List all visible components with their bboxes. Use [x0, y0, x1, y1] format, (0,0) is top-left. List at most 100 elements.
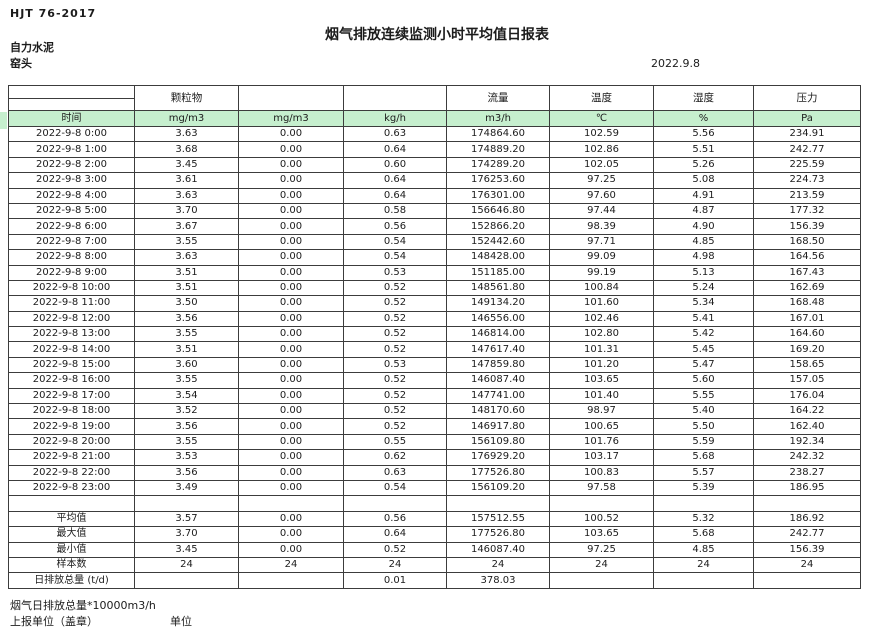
- cell: 3.63: [134, 125, 239, 143]
- cell: 2022-9-8 16:00: [8, 372, 135, 389]
- cell: 100.84: [549, 279, 654, 297]
- summary-row: 最大值 3.70 0.00 0.64 177526.80 103.65 5.68 242.77: [8, 526, 861, 543]
- cell: [134, 495, 239, 512]
- cell: 5.42: [653, 326, 754, 343]
- cell: 0.53: [343, 356, 447, 374]
- cell: 102.59: [549, 125, 654, 143]
- cell: 0.00: [238, 418, 344, 435]
- cell: 24: [446, 556, 550, 574]
- cell: 99.09: [549, 249, 654, 266]
- cell: 103.65: [549, 526, 654, 543]
- cell: 最大值: [8, 526, 135, 543]
- cell: 0.00: [238, 372, 344, 389]
- cell: [238, 572, 344, 589]
- cell: 0.54: [343, 479, 447, 497]
- cell: 5.41: [653, 310, 754, 328]
- cell: 156109.20: [446, 479, 550, 497]
- cell: 101.40: [549, 387, 654, 405]
- cell: 2022-9-8 12:00: [8, 310, 135, 328]
- cell: 176929.20: [446, 449, 550, 466]
- unit-m3h: m3/h: [446, 110, 550, 127]
- cell: 0.52: [343, 418, 447, 435]
- cell: 24: [134, 556, 239, 574]
- cell: 0.00: [238, 479, 344, 497]
- cell: 5.26: [653, 156, 754, 174]
- cell: 186.95: [753, 479, 861, 497]
- cell: 0.52: [343, 310, 447, 328]
- cell: 0.00: [238, 172, 344, 189]
- cell: 2022-9-8 9:00: [8, 264, 135, 281]
- cell: 5.57: [653, 464, 754, 481]
- cell: 97.60: [549, 187, 654, 204]
- cell: 242.77: [753, 526, 861, 543]
- cell: 176.04: [753, 387, 861, 405]
- cell: 0.53: [343, 264, 447, 281]
- cell: 日排放总量 (t/d): [8, 572, 135, 589]
- cell: 2022-9-8 17:00: [8, 387, 135, 405]
- cell: 5.40: [653, 403, 754, 420]
- unit-mgm3-1: mg/m3: [134, 110, 239, 127]
- cell: 102.46: [549, 310, 654, 328]
- cell: 174289.20: [446, 156, 550, 174]
- cell: 3.51: [134, 264, 239, 281]
- monitoring-point: 窑头: [10, 57, 32, 70]
- cell: 2022-9-8 10:00: [8, 279, 135, 297]
- cell: 2022-9-8 18:00: [8, 403, 135, 420]
- cell: 0.52: [343, 341, 447, 358]
- table-row: 2022-9-8 3:00 3.61 0.00 0.64 176253.60 97.25 5…: [8, 172, 861, 189]
- cell: 0.54: [343, 249, 447, 266]
- cell: 2022-9-8 4:00: [8, 187, 135, 204]
- cell: 97.58: [549, 479, 654, 497]
- cell: 156646.80: [446, 202, 550, 220]
- cell: 224.73: [753, 172, 861, 189]
- cell: 0.00: [238, 449, 344, 466]
- cell: 238.27: [753, 464, 861, 481]
- report-table: 颗粒物 流量 温度 湿度 压力 时间 mg/m3 mg/m3 kg/h m3/h…: [8, 85, 861, 589]
- cell: 102.80: [549, 326, 654, 343]
- cell: 5.08: [653, 172, 754, 189]
- cell: 2022-9-8 6:00: [8, 218, 135, 235]
- cell: 100.83: [549, 464, 654, 481]
- unit-time: 时间: [8, 110, 135, 127]
- table-row: 2022-9-8 10:00 3.51 0.00 0.52 148561.80 100.8…: [8, 279, 861, 297]
- table-row: 2022-9-8 13:00 3.55 0.00 0.52 146814.00 102.8…: [8, 326, 861, 343]
- cell: 0.00: [238, 310, 344, 328]
- cell: 3.52: [134, 403, 239, 420]
- unit-pa: Pa: [753, 110, 861, 127]
- unit-row: 时间 mg/m3 mg/m3 kg/h m3/h ℃ % Pa: [8, 110, 861, 127]
- cell: 3.68: [134, 141, 239, 158]
- cell: 0.01: [343, 572, 447, 589]
- cell: 4.98: [653, 249, 754, 266]
- cell: 24: [343, 556, 447, 574]
- cell: 2022-9-8 14:00: [8, 341, 135, 358]
- cell: 174889.20: [446, 141, 550, 158]
- cell: 156.39: [753, 541, 861, 558]
- cell: [446, 495, 550, 512]
- table-row: 2022-9-8 22:00 3.56 0.00 0.63 177526.80 100.8…: [8, 464, 861, 481]
- cell: 5.68: [653, 449, 754, 466]
- cell: 2022-9-8 15:00: [8, 356, 135, 374]
- cell: 0.00: [238, 125, 344, 143]
- cell: 0.55: [343, 433, 447, 451]
- cell: 103.17: [549, 449, 654, 466]
- cell: 176301.00: [446, 187, 550, 204]
- cell: 3.53: [134, 449, 239, 466]
- header-temperature: 温度: [549, 85, 654, 111]
- cell: 177526.80: [446, 464, 550, 481]
- cell: 4.87: [653, 202, 754, 220]
- cell: 2022-9-8 21:00: [8, 449, 135, 466]
- cell: 2022-9-8 20:00: [8, 433, 135, 451]
- cell: 0.63: [343, 464, 447, 481]
- unit-celsius: ℃: [549, 110, 654, 127]
- cell: 146556.00: [446, 310, 550, 328]
- cell: 0.00: [238, 510, 344, 528]
- cell: 24: [549, 556, 654, 574]
- cell: 3.55: [134, 326, 239, 343]
- cell: 242.32: [753, 449, 861, 466]
- cell: 0.52: [343, 326, 447, 343]
- cell: [8, 495, 135, 512]
- cell: [343, 495, 447, 512]
- cell: 2022-9-8 19:00: [8, 418, 135, 435]
- cell: 0.00: [238, 326, 344, 343]
